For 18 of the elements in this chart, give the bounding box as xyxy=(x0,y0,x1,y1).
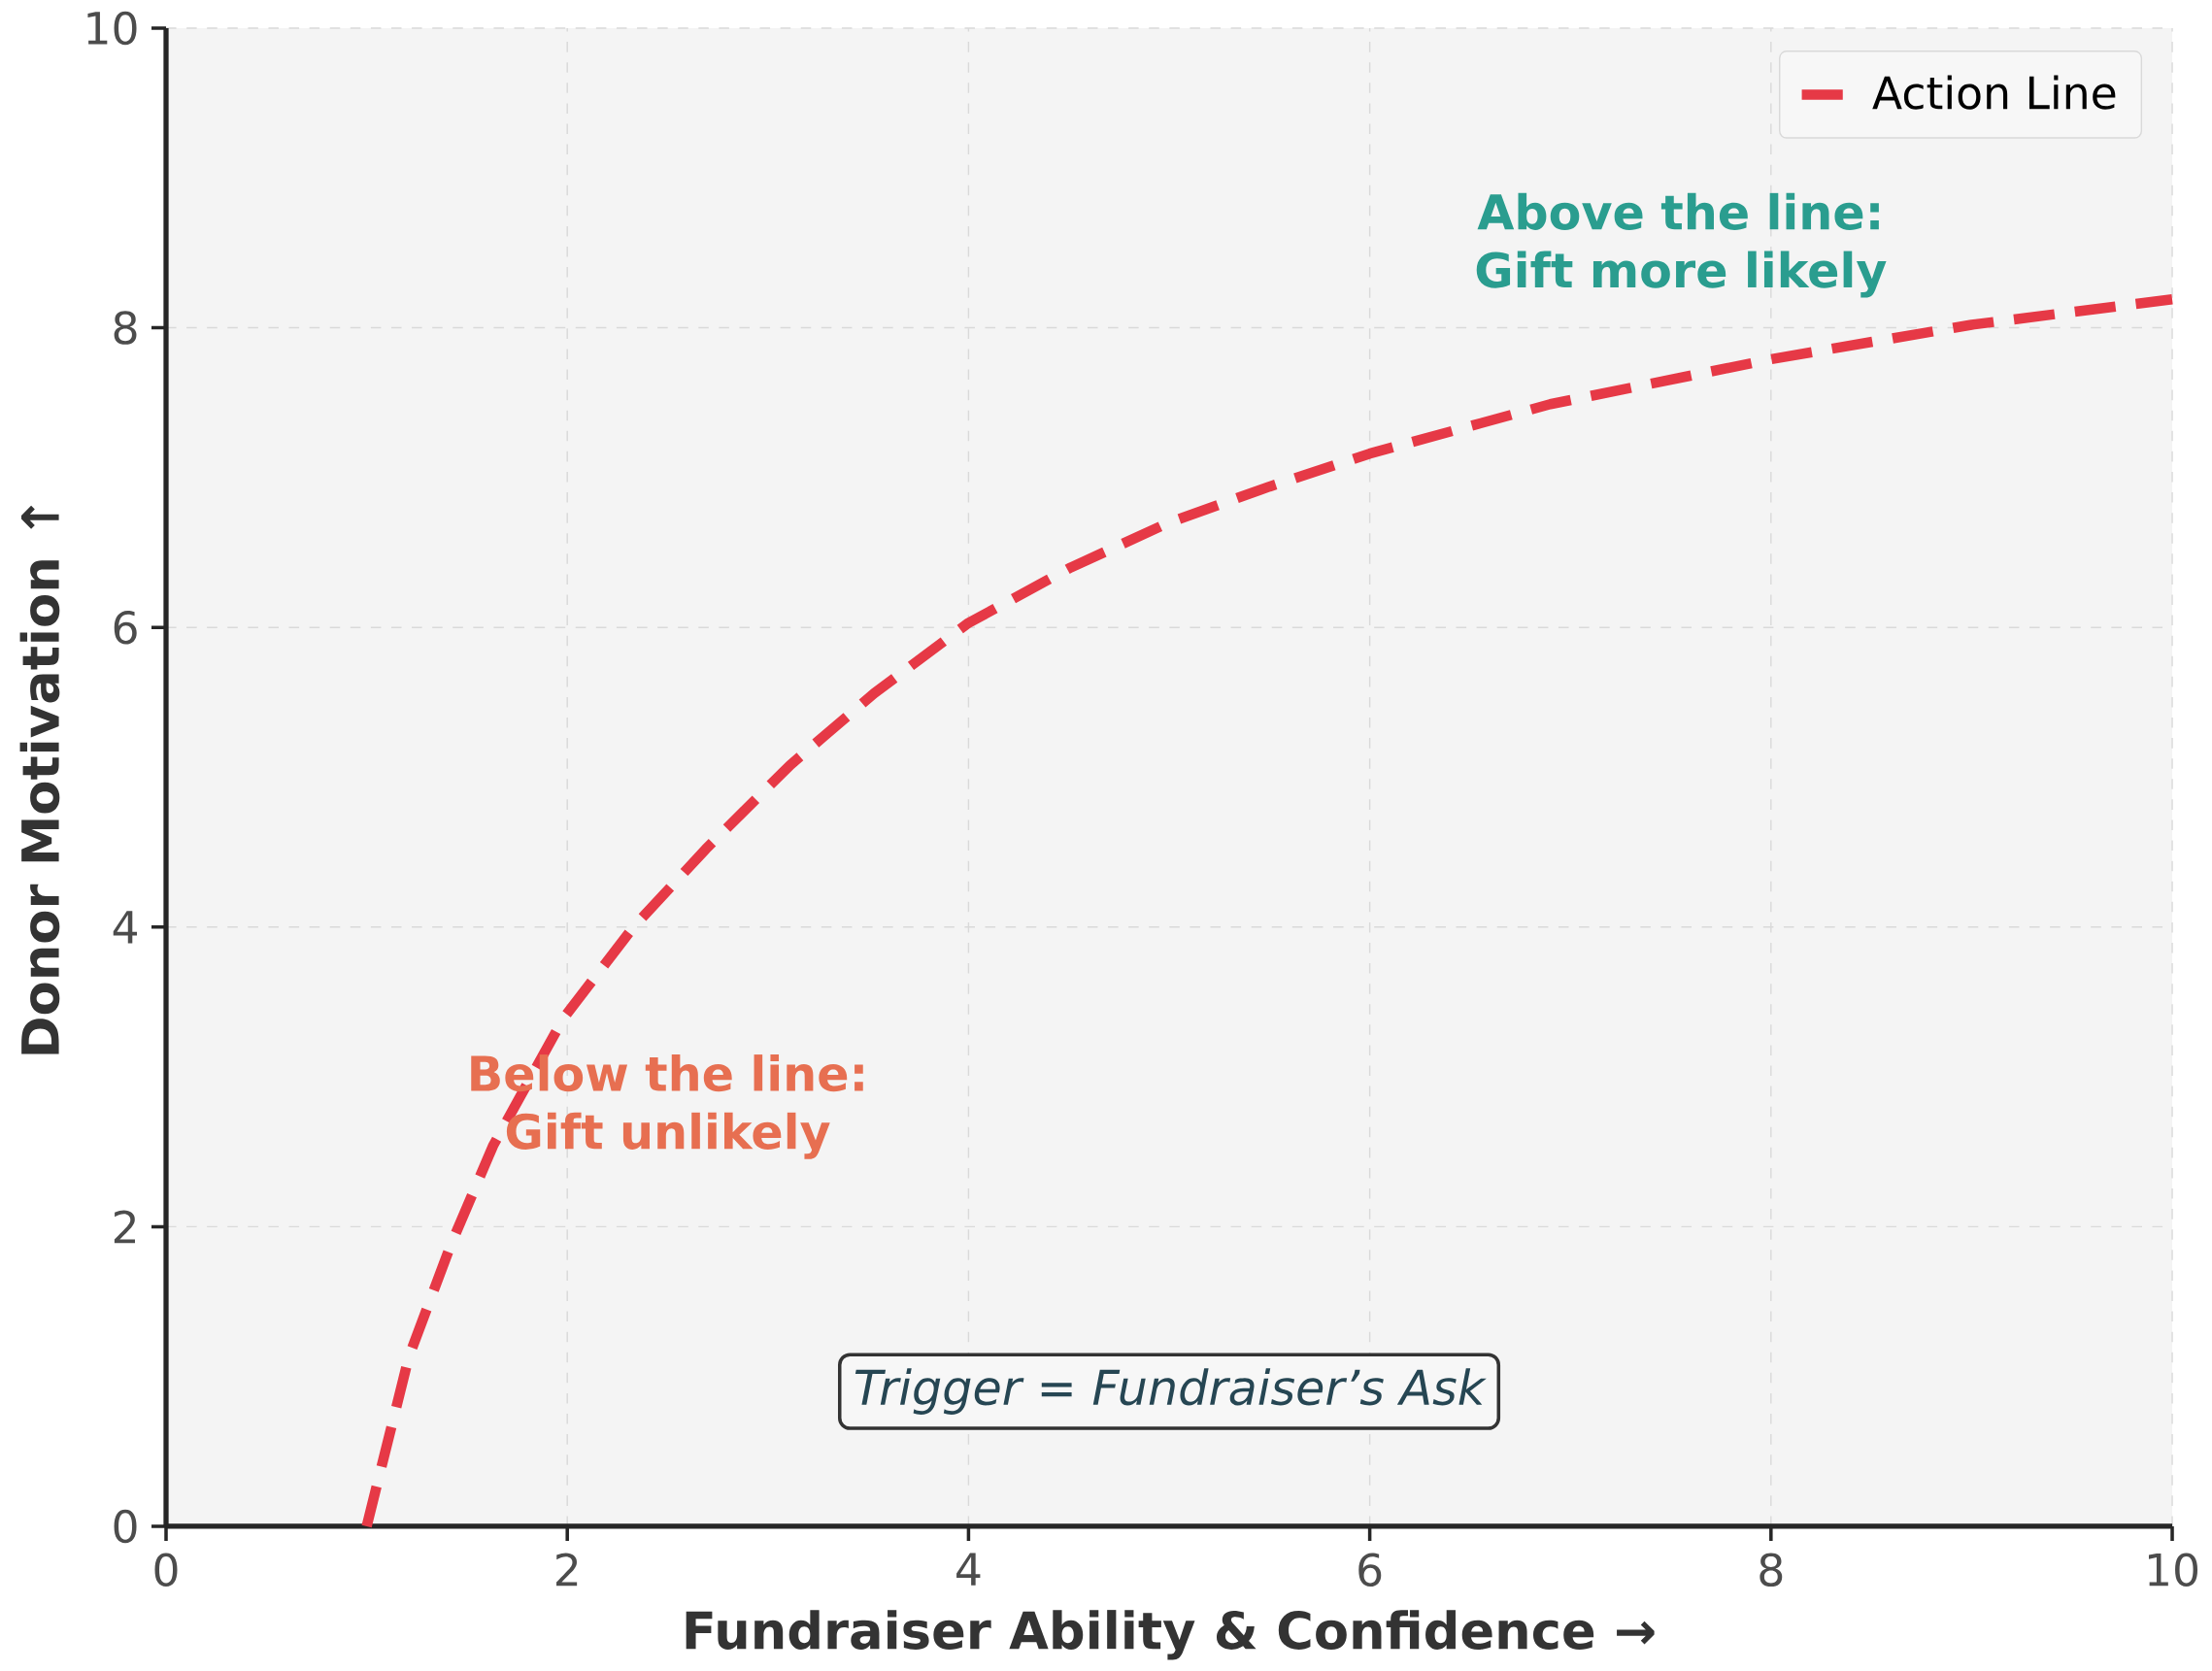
legend-label: Action Line xyxy=(1872,75,2116,110)
x-tick-label: 0 xyxy=(154,1553,178,1587)
annotation: Trigger = Fundraiser’s Ask xyxy=(855,1368,1487,1415)
y-tick-label: 6 xyxy=(114,610,137,645)
x-tick-label: 8 xyxy=(1760,1553,1783,1587)
x-tick-label: 10 xyxy=(2148,1553,2198,1587)
y-axis-title: Donor Motivation ↑ xyxy=(19,505,60,1054)
x-tick-label: 4 xyxy=(956,1553,981,1586)
annotation: Below the line: Gift unlikely xyxy=(471,1053,863,1159)
x-axis-title: Fundraiser Ability & Confidence → xyxy=(686,1610,1655,1660)
x-tick-label: 6 xyxy=(1358,1553,1382,1587)
y-tick-label: 0 xyxy=(114,1509,137,1544)
y-tick-label: 10 xyxy=(87,11,137,46)
y-tick-label: 8 xyxy=(114,311,137,345)
annotation: Above the line: Gift more likely xyxy=(1476,192,1887,298)
y-tick-label: 2 xyxy=(114,1210,135,1244)
x-tick-label: 2 xyxy=(556,1553,578,1587)
y-tick-label: 4 xyxy=(113,911,138,944)
